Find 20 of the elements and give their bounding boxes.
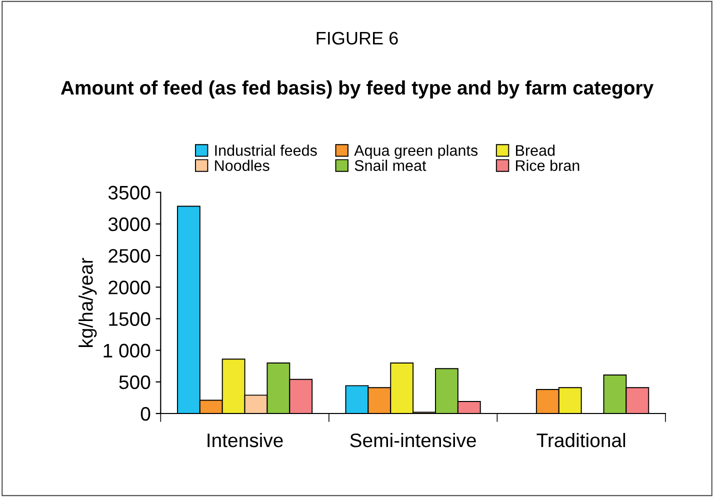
legend-label: Bread — [516, 144, 555, 156]
chart-subtitle: Amount of feed (as fed basis) by feed type and by farm category — [60, 80, 654, 99]
y-tick-label: 2000 — [108, 280, 150, 294]
legend-label: Noodles — [215, 160, 270, 171]
x-tick-label: Semi-intensive — [350, 432, 476, 448]
legend-label: Aqua green plants — [354, 144, 478, 159]
y-tick-label: 0 — [140, 406, 150, 421]
x-tick-label: Intensive — [208, 432, 283, 448]
y-tick-label: 2500 — [108, 248, 150, 263]
y-tick-label: 1500 — [109, 312, 150, 326]
chart-title: FIGURE 6 — [316, 32, 398, 45]
legend-label: Rice bran — [516, 160, 580, 171]
y-tick-label: 3000 — [108, 217, 150, 232]
y-axis-title: kg/ha/year — [78, 258, 97, 348]
y-tick-label: 1 000 — [104, 344, 150, 358]
legend-label: Industrial feeds — [215, 144, 317, 156]
y-tick-label: 3500 — [108, 186, 150, 200]
y-tick-label: 500 — [119, 375, 150, 390]
legend-label: Snail meat — [354, 160, 426, 171]
x-tick-label: Traditional — [536, 432, 626, 448]
